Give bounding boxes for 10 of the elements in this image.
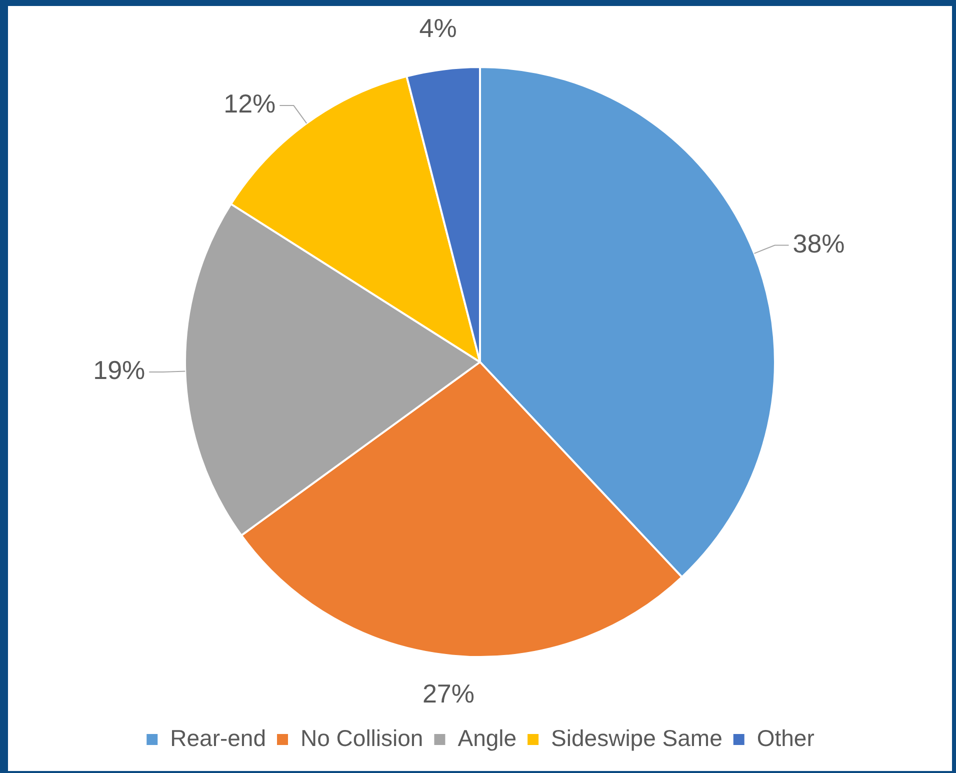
legend-label: Sideswipe Same	[551, 724, 722, 751]
legend-label: Other	[756, 724, 815, 751]
data-label: 4%	[419, 12, 457, 43]
legend-label: No Collision	[300, 724, 424, 751]
legend-label: Angle	[458, 724, 517, 751]
data-label: 19%	[93, 355, 146, 386]
data-label: 27%	[422, 678, 474, 709]
data-label: 38%	[792, 228, 845, 258]
data-label: 12%	[224, 88, 276, 119]
legend-label: Rear-end	[170, 724, 266, 751]
